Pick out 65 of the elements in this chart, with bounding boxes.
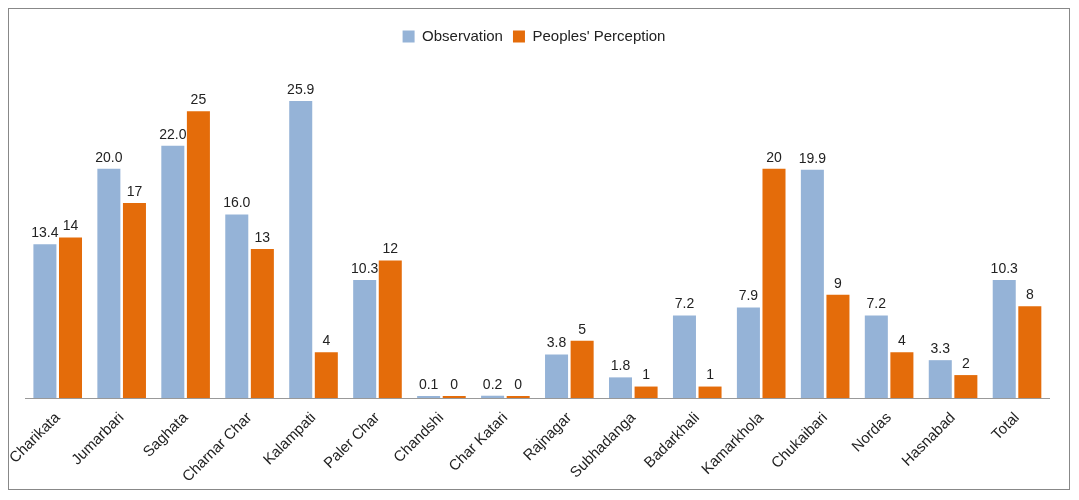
data-label: 12 [382, 240, 399, 257]
data-label: 22.0 [159, 125, 187, 142]
data-label: 25 [190, 91, 207, 108]
data-label: 8 [1025, 286, 1034, 303]
data-label: 16.0 [223, 194, 251, 211]
data-label: 20 [766, 148, 782, 165]
bar [864, 315, 888, 399]
data-label: 4 [898, 332, 907, 349]
bar [800, 169, 824, 399]
bar [225, 214, 249, 399]
bar [1018, 306, 1042, 399]
data-label: 7.2 [866, 295, 887, 312]
bar [289, 101, 313, 399]
data-label: 3.3 [930, 340, 951, 357]
bar [122, 203, 146, 399]
data-label: 9 [834, 274, 843, 291]
data-label: 1 [642, 366, 651, 383]
bar [890, 352, 914, 399]
data-label: 0 [450, 375, 459, 392]
bar [570, 340, 594, 399]
data-label: 1 [706, 366, 715, 383]
bar [672, 315, 696, 399]
bar [314, 352, 338, 399]
bar [736, 307, 760, 399]
bar [97, 168, 121, 399]
data-label: 14 [62, 217, 79, 234]
legend-label: Peoples' Perception [532, 26, 666, 44]
data-label: 20.0 [95, 148, 123, 165]
data-label: 19.9 [798, 149, 827, 166]
bar [33, 244, 57, 399]
data-label: 13.4 [31, 224, 59, 241]
data-label: 25.9 [287, 80, 315, 97]
bar [762, 168, 786, 399]
bar [442, 396, 466, 399]
data-label: 2 [961, 354, 970, 371]
bar [545, 354, 569, 399]
bar [417, 396, 441, 399]
bar [353, 279, 377, 399]
data-label: 10.3 [990, 259, 1019, 276]
data-label: 4 [322, 332, 331, 349]
data-label: 7.2 [674, 295, 695, 312]
bar [250, 248, 274, 399]
bar [928, 360, 952, 399]
data-label: 0.2 [482, 375, 503, 392]
bar [378, 260, 402, 399]
bar [58, 237, 83, 399]
data-label: 10.3 [351, 259, 379, 276]
bar [698, 386, 722, 399]
bar [161, 145, 185, 399]
data-label: 17 [126, 182, 143, 199]
bar [992, 279, 1016, 399]
data-label: 0 [514, 375, 523, 392]
bar [826, 294, 850, 399]
data-label: 7.9 [738, 287, 759, 304]
legend-label: Observation [422, 26, 503, 44]
data-label: 0.1 [418, 375, 439, 392]
bar [506, 396, 530, 399]
data-label: 1.8 [610, 357, 631, 374]
bar [186, 111, 210, 399]
data-label: 3.8 [546, 334, 567, 351]
bar [608, 377, 633, 399]
bar [954, 375, 978, 399]
data-label: 13 [254, 228, 271, 245]
data-label: 5 [578, 320, 587, 337]
bar [634, 386, 658, 399]
